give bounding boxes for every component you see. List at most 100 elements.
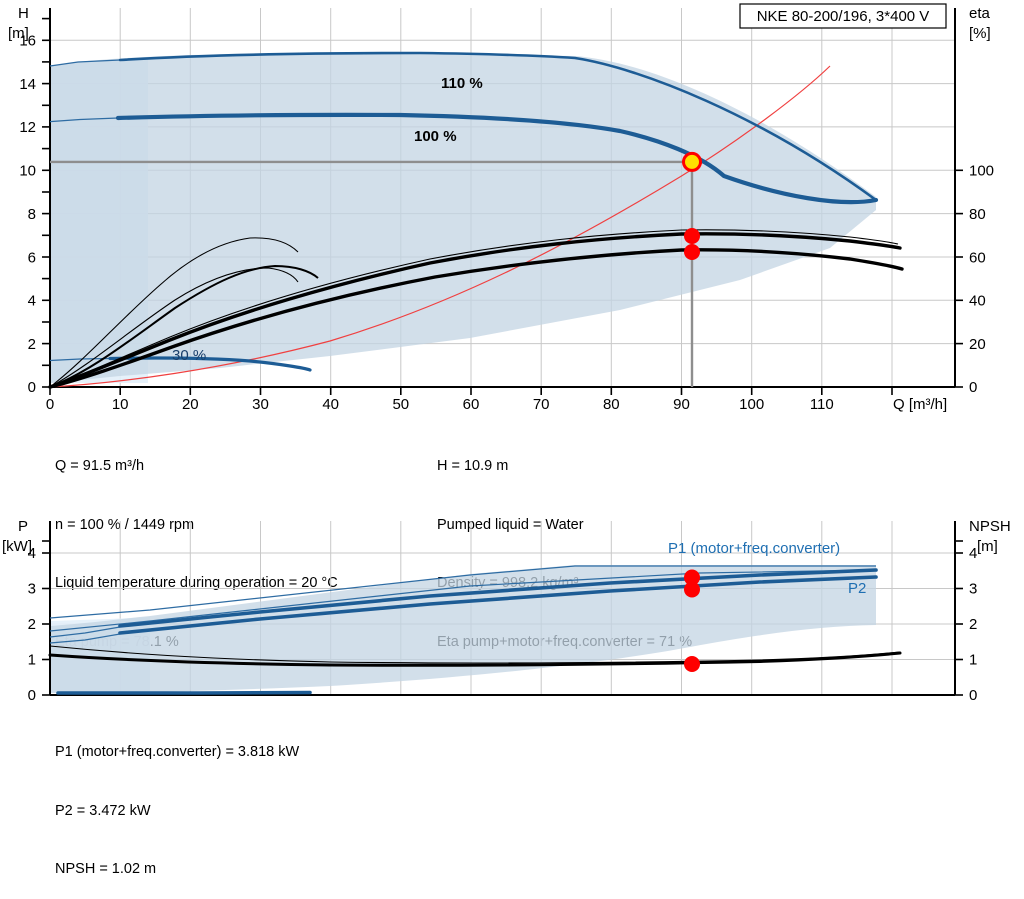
title-box-label: NKE 80-200/196, 3*400 V <box>757 8 930 25</box>
tick-q-90: 90 <box>673 396 690 412</box>
label-speed-100: 100 % <box>414 128 457 145</box>
duty-point-eta-total-marker <box>684 244 700 260</box>
tick-eta-20: 20 <box>969 336 986 353</box>
efficiency-curve-partial-speed <box>49 237 299 388</box>
tick-eta-80: 80 <box>969 206 986 223</box>
info-n: n = 100 % / 1449 rpm <box>55 516 195 533</box>
bottom-axis-ticks <box>49 387 893 395</box>
duty-point-p2-marker <box>684 581 700 598</box>
head-curve-100 <box>115 112 879 205</box>
npsh-curve <box>48 651 902 667</box>
tick-npsh-2: 2 <box>969 616 977 633</box>
tick-npsh-4: 4 <box>969 545 977 562</box>
tick-q-20: 20 <box>182 396 199 412</box>
efficiency-curve-pump <box>48 232 902 389</box>
duty-point-p1-marker <box>684 569 700 586</box>
left-axis-tick-labels-bottom: 0 1 2 3 4 <box>28 545 36 703</box>
tick-eta-0: 0 <box>969 379 977 396</box>
tick-h-6: 6 <box>28 249 36 266</box>
speed-envelope <box>50 53 876 383</box>
power-npsh-chart: 0 1 2 3 4 0 1 2 3 4 P [kW] NPSH [m] P1 (… <box>0 513 1024 703</box>
y-axis-title-h: H <box>18 5 29 22</box>
power-curve-p2-lead <box>49 633 121 644</box>
info-p2: P2 = 3.472 kW <box>55 802 151 819</box>
system-curve <box>49 65 831 388</box>
tick-p-4: 4 <box>28 545 36 562</box>
tick-eta-100: 100 <box>969 163 994 180</box>
tick-h-0: 0 <box>28 379 36 396</box>
y-axis-title-h-unit: [m] <box>8 25 29 42</box>
tick-p-1: 1 <box>28 652 36 669</box>
label-speed-110: 110 % <box>441 75 483 92</box>
y2-axis-title-eta-unit: [%] <box>969 25 991 42</box>
title-box <box>739 3 947 29</box>
tick-npsh-1: 1 <box>969 652 977 669</box>
tick-q-10: 10 <box>112 396 129 412</box>
label-p2: P2 <box>848 580 866 597</box>
tick-q-70: 70 <box>533 396 550 412</box>
tick-p-0: 0 <box>28 687 36 703</box>
tick-q-30: 30 <box>252 396 269 412</box>
tick-h-4: 4 <box>28 293 36 310</box>
tick-q-40: 40 <box>322 396 339 412</box>
power-envelope <box>50 565 876 693</box>
info-q: Q = 91.5 m³/h <box>55 458 145 474</box>
label-p1: P1 (motor+freq.converter) <box>668 540 840 557</box>
tick-q-80: 80 <box>603 396 620 412</box>
power-curve-p2 <box>118 575 878 635</box>
head-curve-100-lead <box>49 117 119 123</box>
y2-axis-title-npsh-unit: [m] <box>977 538 998 555</box>
info-h: H = 10.9 m <box>437 458 509 474</box>
head-curve-110 <box>118 51 878 202</box>
head-efficiency-chart: 0 2 4 6 8 10 12 14 16 0 20 40 60 80 100 <box>0 0 1024 412</box>
tick-h-14: 14 <box>19 76 36 93</box>
left-axis-ticks <box>42 17 50 388</box>
tick-h-10: 10 <box>19 163 36 180</box>
power-info: P1 (motor+freq.converter) = 3.818 kW P2 … <box>55 704 299 899</box>
head-curve-30-lead <box>49 357 111 362</box>
tick-h-12: 12 <box>19 119 36 136</box>
y2-axis-title-npsh: NPSH <box>969 518 1011 535</box>
tick-h-2: 2 <box>28 336 36 353</box>
y2-axis-title-eta: eta <box>969 5 991 22</box>
y-axis-title-p: P <box>18 518 28 535</box>
tick-h-8: 8 <box>28 206 36 223</box>
tick-q-50: 50 <box>392 396 409 412</box>
efficiency-curve-total <box>48 248 904 389</box>
y-axis-title-p-unit: [kW] <box>2 538 32 555</box>
efficiency-curve-partial-speed-2 <box>49 267 299 388</box>
power-curve-p1-upper-bound <box>49 565 876 619</box>
label-speed-30: 30 % <box>172 347 206 364</box>
efficiency-curve-pump-thin <box>49 229 899 388</box>
tick-h-16: 16 <box>19 33 36 50</box>
duty-point-npsh-marker <box>684 656 700 672</box>
head-curve-110-lead <box>49 59 121 67</box>
tick-q-60: 60 <box>463 396 480 412</box>
tick-eta-60: 60 <box>969 249 986 266</box>
power-curve-p1-lead <box>49 626 121 638</box>
info-npsh: NPSH = 1.02 m <box>55 861 157 877</box>
right-axis-tick-labels-bottom: 0 1 2 3 4 <box>969 545 977 703</box>
axes-bottom <box>49 521 956 696</box>
bottom-axis-tick-labels: 0 10 20 30 40 50 60 70 80 90 100 110 <box>46 396 834 412</box>
tick-q-110: 110 <box>810 396 834 412</box>
tick-eta-40: 40 <box>969 293 986 310</box>
power-curve-p1 <box>118 568 878 628</box>
duty-point-marker[interactable] <box>682 151 702 172</box>
left-axis-tick-labels: 0 2 4 6 8 10 12 14 16 <box>19 33 36 396</box>
power-curve-low-speed <box>56 690 312 695</box>
right-axis-tick-labels: 0 20 40 60 80 100 <box>969 163 994 396</box>
right-axis-ticks-bottom <box>955 540 963 696</box>
head-curve-30 <box>108 356 312 372</box>
tick-npsh-0: 0 <box>969 687 977 703</box>
right-axis-ticks <box>955 169 963 388</box>
info-liquid-temp: Liquid temperature during operation = 20… <box>55 575 338 591</box>
duty-point-eta-pump-marker <box>684 228 700 244</box>
power-curve-thin-mid <box>49 569 877 632</box>
tick-p-2: 2 <box>28 616 36 633</box>
efficiency-curve-hump <box>49 264 319 388</box>
left-axis-ticks-bottom <box>42 540 50 696</box>
info-p1: P1 (motor+freq.converter) = 3.818 kW <box>55 744 300 760</box>
x-axis-title-q: Q [m³/h] <box>893 396 947 412</box>
tick-p-3: 3 <box>28 581 36 598</box>
